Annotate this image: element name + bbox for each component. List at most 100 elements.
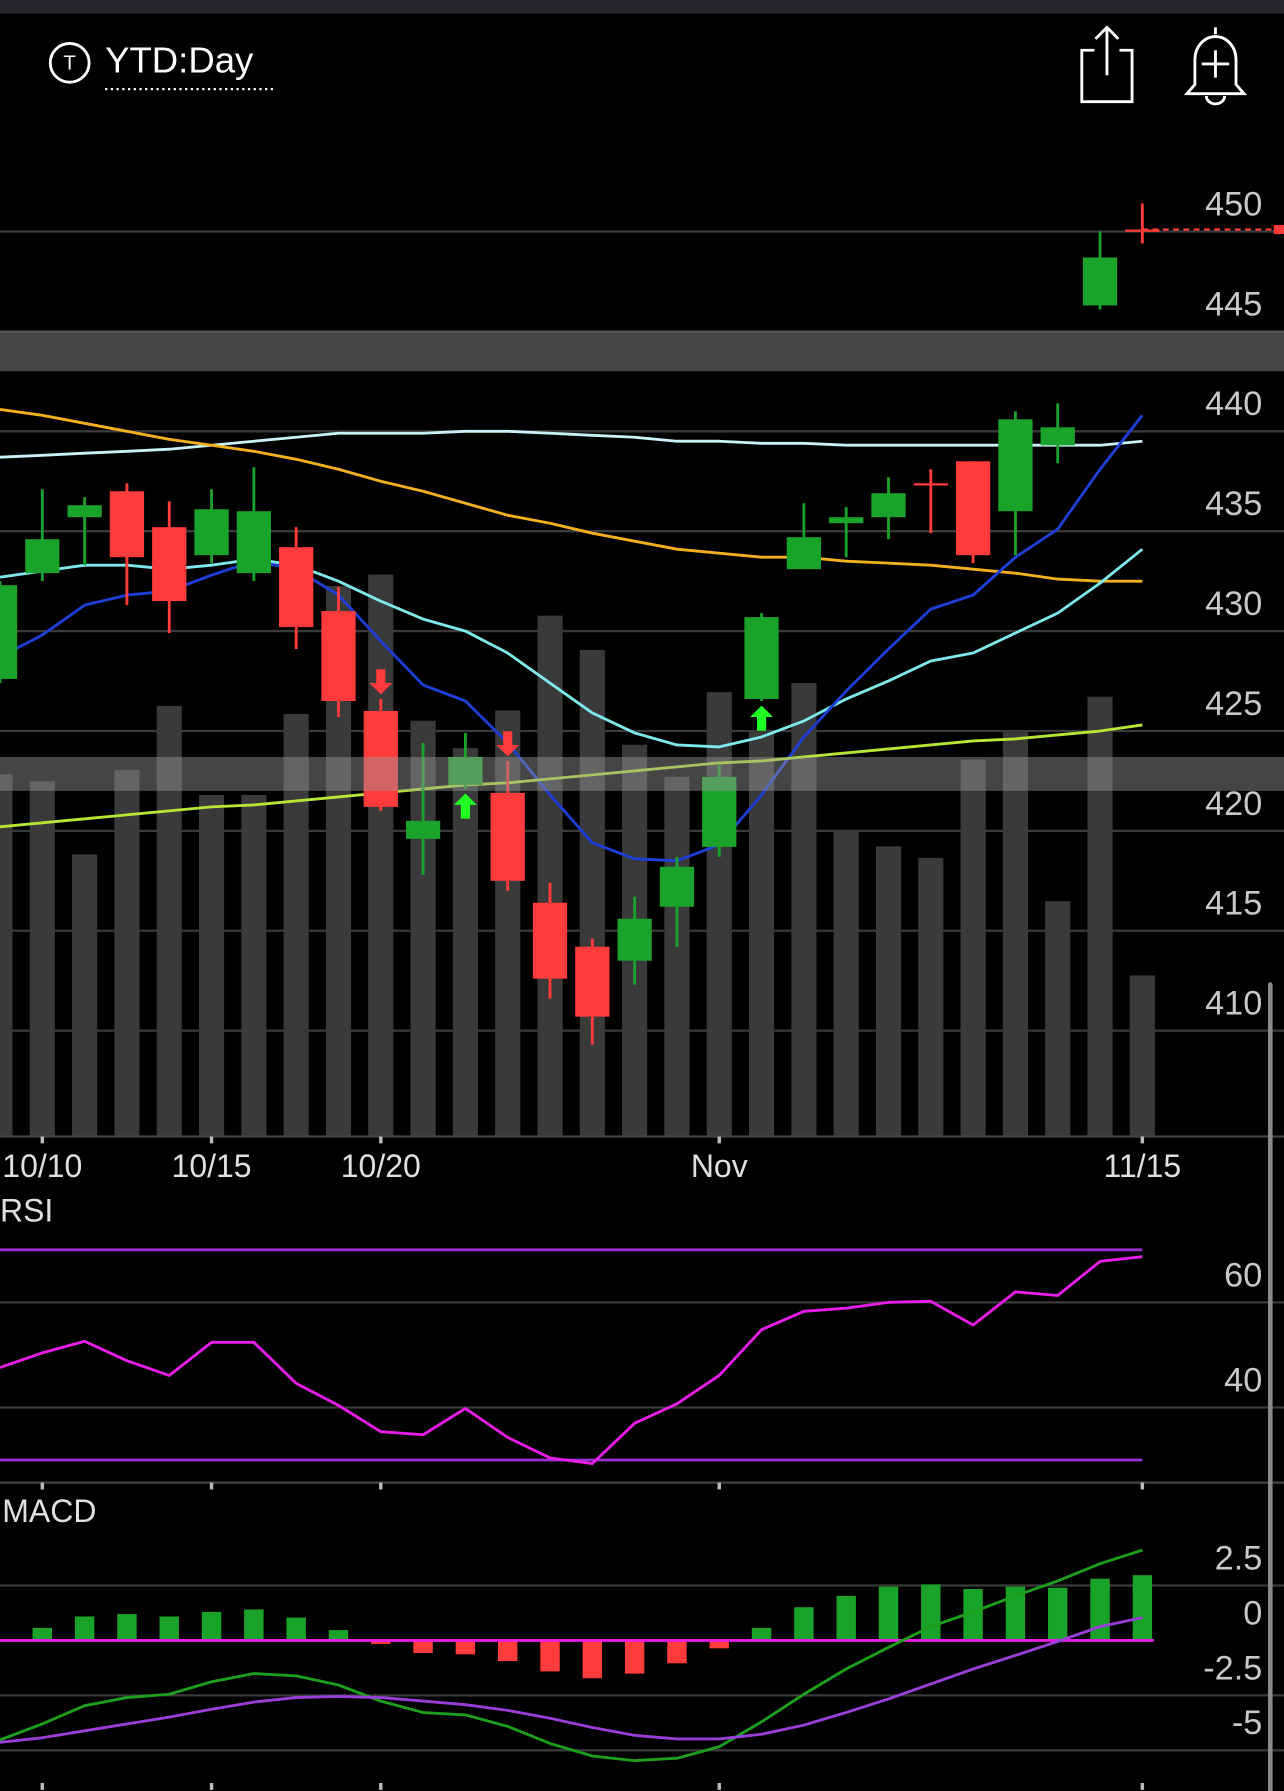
y-tick-label: 0 bbox=[1243, 1594, 1262, 1632]
price-band bbox=[0, 756, 1284, 791]
macd-histogram-bar bbox=[413, 1640, 433, 1653]
y-tick-label: 445 bbox=[1205, 285, 1262, 323]
macd-histogram-bar bbox=[963, 1589, 983, 1641]
y-tick-label: 425 bbox=[1205, 685, 1262, 723]
volume-bar bbox=[749, 731, 775, 1137]
range-button[interactable]: T YTD:Day bbox=[48, 39, 275, 91]
moving-average-line bbox=[0, 414, 1144, 863]
bell-body bbox=[1183, 27, 1248, 96]
candle-body bbox=[532, 902, 568, 979]
macd-histogram-bar bbox=[74, 1616, 95, 1641]
macd-line bbox=[0, 1548, 1143, 1763]
macd-histogram-bar bbox=[751, 1627, 772, 1641]
macd-histogram-bar bbox=[878, 1586, 899, 1641]
moving-average-line bbox=[0, 548, 1144, 749]
moving-average-line bbox=[0, 429, 1143, 459]
y-tick-label: -2.5 bbox=[1203, 1649, 1262, 1687]
candle-body bbox=[1125, 229, 1160, 232]
volume-bar bbox=[368, 574, 394, 1137]
alert-button[interactable] bbox=[1183, 27, 1248, 106]
volume-bar bbox=[833, 830, 859, 1137]
volume-bar bbox=[1002, 732, 1028, 1137]
candle-body bbox=[998, 419, 1033, 512]
moving-average-line bbox=[0, 407, 1143, 583]
candle-body bbox=[279, 547, 314, 628]
macd-histogram-bar bbox=[498, 1640, 518, 1662]
y-tick-label: 420 bbox=[1205, 785, 1262, 823]
macd-histogram-bar bbox=[117, 1614, 137, 1641]
macd-histogram-bar bbox=[32, 1627, 53, 1641]
buy-signal bbox=[750, 705, 773, 731]
candle-body bbox=[152, 527, 187, 602]
y-tick-label: 440 bbox=[1205, 385, 1262, 423]
y-tick-label: 410 bbox=[1205, 985, 1262, 1023]
x-tick-label: Nov bbox=[691, 1148, 748, 1184]
candle-body bbox=[659, 866, 695, 907]
candle-body bbox=[913, 483, 948, 486]
candle-body bbox=[405, 820, 441, 839]
candle-body bbox=[702, 776, 737, 847]
top-strip bbox=[0, 0, 1284, 14]
volume-bar bbox=[198, 794, 225, 1137]
panel-title: RSI bbox=[0, 1192, 53, 1228]
macd-histogram-bar bbox=[667, 1640, 687, 1664]
share-arrow bbox=[1094, 25, 1120, 76]
y-tick-label: 450 bbox=[1205, 185, 1262, 223]
candle-body bbox=[575, 946, 610, 1017]
share-box bbox=[1080, 48, 1134, 104]
candle-body bbox=[109, 491, 145, 558]
volume-bar bbox=[1087, 696, 1113, 1137]
candle-body bbox=[871, 493, 906, 518]
y-tick-label: -5 bbox=[1232, 1704, 1262, 1742]
candle-body bbox=[1040, 427, 1075, 446]
sell-signal bbox=[496, 731, 520, 757]
macd-histogram-bar bbox=[201, 1611, 222, 1641]
macd-histogram-bar bbox=[1048, 1587, 1068, 1641]
candle-body bbox=[829, 517, 864, 524]
macd-histogram-bar bbox=[836, 1595, 856, 1641]
macd-histogram-bar bbox=[1090, 1578, 1110, 1641]
moving-average-line bbox=[0, 723, 1143, 829]
rsi-line bbox=[0, 1255, 1143, 1466]
volume-bar bbox=[664, 776, 690, 1137]
candle-body bbox=[0, 585, 18, 680]
candle-body bbox=[744, 617, 779, 699]
macd-histogram-bar bbox=[286, 1617, 306, 1641]
candle-body bbox=[1082, 257, 1118, 306]
macd-histogram-bar bbox=[540, 1640, 560, 1672]
range-icon-letter: T bbox=[63, 51, 76, 74]
y-tick-label: 430 bbox=[1205, 585, 1262, 623]
candle-body bbox=[448, 756, 483, 785]
buy-signal bbox=[453, 793, 477, 819]
candle-body bbox=[955, 461, 991, 556]
volume-bar bbox=[156, 705, 182, 1137]
candle-body bbox=[617, 918, 652, 961]
volume-bar bbox=[579, 649, 605, 1137]
volume-bar bbox=[114, 769, 140, 1137]
candle-body bbox=[490, 792, 525, 881]
volume-bar bbox=[537, 615, 563, 1137]
macd-histogram-bar bbox=[794, 1607, 814, 1641]
y-tick-label: 435 bbox=[1205, 485, 1262, 523]
share-button[interactable] bbox=[1080, 25, 1134, 104]
y-tick-label: 40 bbox=[1224, 1361, 1262, 1399]
signal-line bbox=[0, 1616, 1143, 1744]
volume-bar bbox=[29, 781, 55, 1137]
macd-histogram-bar bbox=[1132, 1575, 1153, 1641]
x-tick-label: 11/15 bbox=[1104, 1148, 1182, 1184]
macd-histogram-bar bbox=[921, 1584, 941, 1641]
volume-bar bbox=[72, 854, 98, 1137]
macd-histogram-bar bbox=[371, 1640, 391, 1644]
y-tick-label: 415 bbox=[1205, 885, 1262, 923]
x-tick-label: 10/15 bbox=[172, 1148, 252, 1184]
volume-bar bbox=[918, 857, 944, 1137]
volume-bar bbox=[283, 713, 309, 1137]
volume-bar bbox=[0, 774, 13, 1137]
macd-histogram-bar bbox=[624, 1640, 645, 1674]
volume-bar bbox=[241, 794, 267, 1137]
range-title: YTD:Day bbox=[105, 39, 254, 80]
price-band bbox=[0, 331, 1284, 372]
candle-body bbox=[236, 511, 271, 574]
volume-bar bbox=[960, 759, 986, 1137]
